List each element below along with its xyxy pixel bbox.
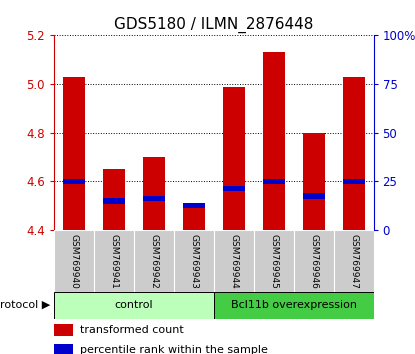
Text: transformed count: transformed count	[80, 325, 183, 335]
Text: protocol ▶: protocol ▶	[0, 300, 50, 310]
Text: percentile rank within the sample: percentile rank within the sample	[80, 344, 267, 354]
Text: GSM769940: GSM769940	[69, 234, 78, 289]
Bar	[54, 344, 73, 354]
Bar	[294, 230, 334, 292]
Bar	[342, 179, 364, 184]
Bar	[103, 198, 125, 204]
Text: GSM769942: GSM769942	[149, 234, 158, 289]
Bar	[103, 169, 125, 230]
Text: GSM769947: GSM769947	[349, 234, 358, 289]
Bar	[63, 179, 85, 184]
Bar	[63, 77, 85, 230]
Bar	[174, 230, 214, 292]
Text: GSM769946: GSM769946	[309, 234, 318, 289]
Bar	[303, 193, 325, 199]
Bar	[303, 133, 325, 230]
Bar	[183, 203, 205, 209]
Text: Bcl11b overexpression: Bcl11b overexpression	[231, 300, 356, 310]
Text: GSM769941: GSM769941	[110, 234, 118, 289]
Bar	[223, 186, 245, 192]
Bar	[54, 292, 214, 319]
Bar	[134, 230, 174, 292]
Bar	[94, 230, 134, 292]
Title: GDS5180 / ILMN_2876448: GDS5180 / ILMN_2876448	[114, 16, 313, 33]
Bar	[263, 52, 285, 230]
Bar	[214, 292, 374, 319]
Text: control: control	[115, 300, 153, 310]
Bar	[54, 230, 94, 292]
Bar	[214, 230, 254, 292]
Text: GSM769943: GSM769943	[189, 234, 198, 289]
Bar	[183, 206, 205, 230]
Text: GSM769945: GSM769945	[269, 234, 278, 289]
Bar	[263, 179, 285, 184]
Bar	[143, 157, 165, 230]
Bar	[143, 196, 165, 201]
Bar	[223, 86, 245, 230]
Bar	[342, 77, 364, 230]
Text: GSM769944: GSM769944	[229, 234, 238, 289]
Bar	[334, 230, 374, 292]
Bar	[254, 230, 294, 292]
Bar	[54, 324, 73, 336]
